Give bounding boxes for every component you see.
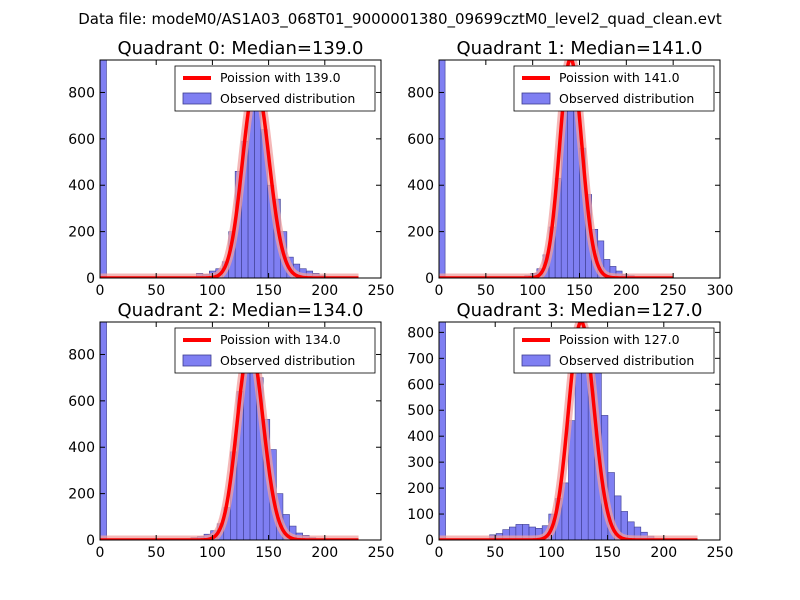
y-tick-label: 100 — [407, 507, 434, 523]
quadrant-panels: Quadrant 0: Median=139.0 0 50 100 150 200 250 0… — [68, 38, 733, 561]
x-tick-label: 150 — [594, 545, 621, 561]
x-tick-label: 200 — [650, 545, 677, 561]
x-tick-label: 200 — [311, 545, 338, 561]
y-tick-label: 600 — [68, 394, 95, 410]
x-tick-label: 0 — [435, 545, 444, 561]
poisson-curve-glow — [100, 340, 362, 540]
x-tick-label: 150 — [566, 283, 593, 299]
y-tick-label: 0 — [86, 533, 95, 549]
histogram-bar — [100, 322, 107, 540]
x-tick-label: 200 — [613, 283, 640, 299]
legend: Poission with 139.0 Observed distribution — [174, 65, 376, 112]
x-tick-label: 250 — [368, 545, 395, 561]
y-tick-label: 400 — [68, 440, 95, 456]
quadrant-title: Quadrant 2: Median=134.0 — [118, 300, 364, 321]
y-tick-label: 600 — [68, 132, 95, 148]
y-tick-label: 800 — [68, 347, 95, 363]
poisson-curve — [439, 60, 674, 278]
x-tick-label: 250 — [707, 545, 734, 561]
y-tick-label: 0 — [425, 271, 434, 287]
y-tick-label: 400 — [407, 429, 434, 445]
legend-label-poisson: Poission with 134.0 — [220, 332, 341, 347]
quadrant-title: Quadrant 1: Median=141.0 — [457, 38, 703, 59]
y-tick-label: 200 — [68, 487, 95, 503]
quadrant-title: Quadrant 0: Median=139.0 — [118, 38, 364, 59]
legend-label-poisson: Poission with 127.0 — [559, 332, 680, 347]
x-tick-label: 100 — [519, 283, 546, 299]
plot-area — [100, 322, 362, 540]
x-tick-label: 50 — [486, 545, 504, 561]
x-tick-label: 50 — [147, 283, 165, 299]
quadrant-0-panel: Quadrant 0: Median=139.0 0 50 100 150 200 250 0… — [68, 38, 394, 299]
legend-bar-swatch — [521, 92, 551, 105]
legend-label-poisson: Poission with 139.0 — [220, 70, 341, 85]
axes-frame — [99, 59, 382, 279]
legend-bar-swatch — [521, 354, 551, 367]
x-tick-label: 250 — [660, 283, 687, 299]
histogram-bar — [439, 322, 446, 540]
histogram-bar — [100, 60, 107, 278]
y-tick-label: 0 — [86, 271, 95, 287]
poisson-curve — [439, 322, 699, 540]
y-tick-label: 800 — [68, 85, 95, 101]
legend-bar-swatch — [182, 354, 212, 367]
legend-label-observed: Observed distribution — [220, 91, 355, 106]
axes-frame — [438, 321, 721, 541]
y-tick-label: 800 — [407, 325, 434, 341]
legend-bar-swatch — [182, 92, 212, 105]
x-tick-label: 100 — [199, 545, 226, 561]
y-tick-label: 600 — [407, 377, 434, 393]
legend-label-observed: Observed distribution — [220, 353, 355, 368]
quadrant-2-panel: Quadrant 2: Median=134.0 0 50 100 150 200 250 0… — [68, 300, 394, 561]
y-tick-label: 700 — [407, 351, 434, 367]
x-tick-label: 100 — [538, 545, 565, 561]
y-tick-label: 400 — [68, 178, 95, 194]
x-tick-label: 50 — [147, 545, 165, 561]
x-tick-label: 50 — [477, 283, 495, 299]
y-tick-label: 500 — [407, 403, 434, 419]
y-tick-label: 0 — [425, 533, 434, 549]
plot-area — [439, 60, 677, 278]
axes-frame — [99, 321, 382, 541]
legend-label-observed: Observed distribution — [559, 353, 694, 368]
figure-suptitle: Data file: modeM0/AS1A03_068T01_90000013… — [78, 10, 722, 29]
y-tick-label: 800 — [407, 85, 434, 101]
x-tick-label: 300 — [707, 283, 734, 299]
x-tick-label: 150 — [255, 283, 282, 299]
y-tick-label: 200 — [407, 225, 434, 241]
y-tick-label: 200 — [68, 225, 95, 241]
y-tick-label: 300 — [407, 455, 434, 471]
legend-label-poisson: Poission with 141.0 — [559, 70, 680, 85]
x-tick-label: 0 — [96, 545, 105, 561]
legend: Poission with 141.0 Observed distribution — [513, 65, 715, 112]
quadrant-3-panel: Quadrant 3: Median=127.0 0 50 100 150 200 250 0… — [407, 300, 733, 561]
x-tick-label: 200 — [311, 283, 338, 299]
quadrant-1-panel: Quadrant 1: Median=141.0 0 50 100 150 200 250 3… — [407, 38, 733, 299]
quadrant-title: Quadrant 3: Median=127.0 — [457, 300, 703, 321]
legend: Poission with 127.0 Observed distribution — [513, 327, 715, 374]
y-tick-label: 200 — [407, 481, 434, 497]
poisson-curve — [100, 343, 360, 540]
x-tick-label: 100 — [199, 283, 226, 299]
histogram-bar — [574, 371, 582, 540]
legend: Poission with 134.0 Observed distribution — [174, 327, 376, 374]
y-tick-label: 600 — [407, 132, 434, 148]
x-tick-label: 150 — [255, 545, 282, 561]
x-tick-label: 250 — [368, 283, 395, 299]
x-tick-label: 0 — [96, 283, 105, 299]
x-tick-label: 0 — [435, 283, 444, 299]
poisson-curve — [100, 81, 360, 278]
histogram-bar — [439, 60, 446, 278]
y-tick-label: 400 — [407, 178, 434, 194]
legend-label-observed: Observed distribution — [559, 91, 694, 106]
